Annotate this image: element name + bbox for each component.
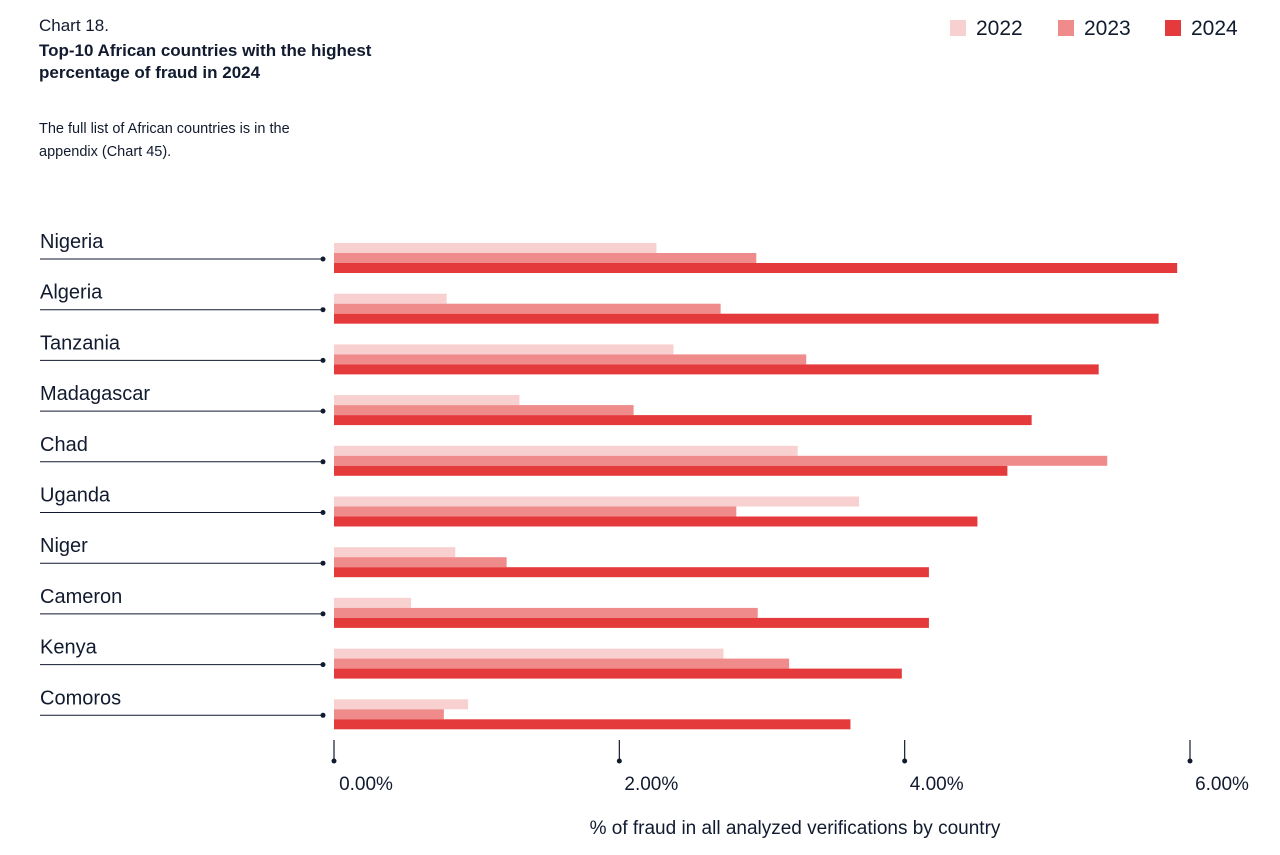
category-label: Comoros [40,687,121,709]
row-dot [320,662,326,668]
bar [334,547,456,558]
bar [334,648,724,659]
legend-label: 2022 [976,17,1023,40]
bar [334,263,1178,273]
row-dot [320,712,326,718]
row-dot [320,510,326,515]
x-tick-label: 6.00% [1195,774,1249,795]
category-label: Cameron [40,586,122,608]
bar [334,293,447,304]
x-tick-label: 2.00% [624,774,678,795]
legend-label: 2024 [1191,17,1238,40]
row-dot [320,560,326,566]
bar [334,344,674,355]
bar [334,617,929,628]
bar [334,313,1159,324]
bar [334,395,520,406]
chart-title: Top-10 African countries with the highes… [39,41,372,82]
tick-dot [1187,758,1193,764]
row-dot [320,611,326,617]
legend-label: 2023 [1084,17,1131,40]
bar [334,243,657,253]
category-label: Uganda [40,485,111,507]
note: The full list of African countries is in… [39,121,290,160]
category-label: Niger [40,535,88,557]
x-axis-label: % of fraud in all analyzed verifications… [590,818,1001,839]
bar [334,607,758,618]
bar [334,364,1099,375]
bar [334,699,469,710]
bar [334,557,507,568]
row-dot [320,408,326,414]
bar [334,709,444,720]
bar [334,405,634,416]
legend-swatch [1165,20,1181,36]
bar [334,506,737,517]
bar [334,567,929,578]
category-label: Algeria [40,282,103,304]
tick-dot [902,758,908,764]
bar [334,445,798,456]
tick-dot [616,758,622,764]
bar [334,354,807,365]
category-label: Kenya [40,637,98,659]
row-dot [320,307,326,313]
bar [334,496,860,507]
bar [334,597,412,608]
category-label: Chad [40,434,88,456]
bar [334,658,790,669]
x-tick-label: 4.00% [910,774,964,795]
category-label: Tanzania [40,332,121,354]
x-tick-label: 0.00% [339,774,393,795]
tick-dot [331,758,337,764]
bar [334,253,757,263]
category-label: Nigeria [40,231,104,253]
bar [334,516,978,527]
bar [334,303,721,314]
bar [334,455,1108,466]
bar [334,415,1032,426]
kicker: Chart 18. [39,16,109,35]
category-label: Madagascar [40,383,150,405]
row-dot [320,357,326,363]
bar [334,668,902,679]
bar [334,465,1008,476]
bar [334,719,851,730]
legend-swatch [950,20,966,36]
row-dot [320,256,326,262]
legend-swatch [1058,20,1074,36]
row-dot [320,459,326,465]
